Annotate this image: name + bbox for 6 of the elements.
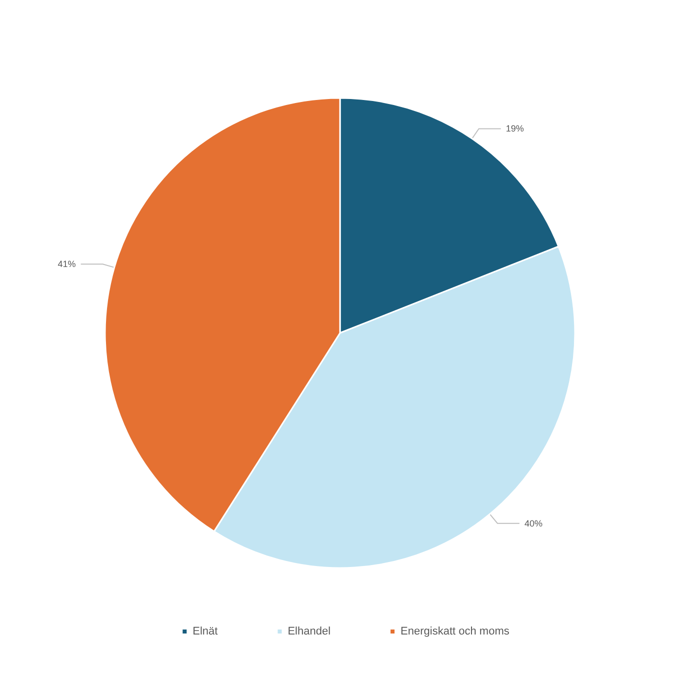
legend-label: Elhandel	[288, 626, 331, 638]
data-label: 40%	[524, 518, 542, 528]
data-label: 41%	[58, 259, 76, 270]
legend-label: Elnät	[192, 626, 218, 638]
data-label: 19%	[506, 124, 524, 134]
legend-label: Energiskatt och moms	[400, 626, 510, 638]
